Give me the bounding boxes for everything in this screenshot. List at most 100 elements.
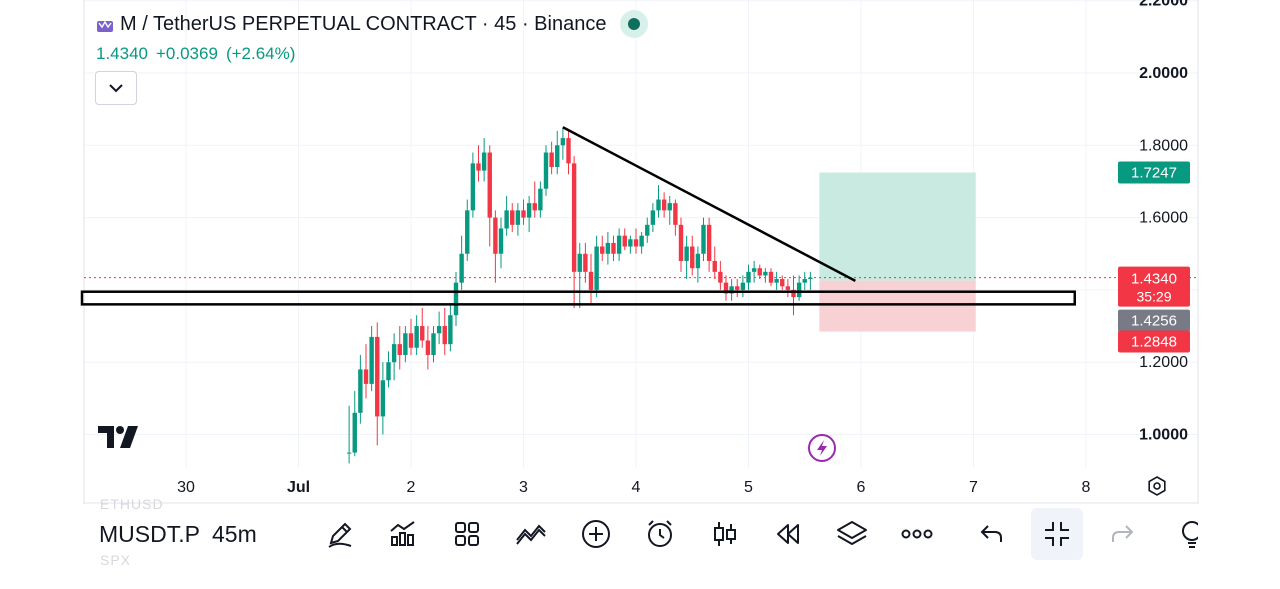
drawing-tools-button[interactable] <box>318 512 362 556</box>
candle-body <box>504 210 509 229</box>
undo-button[interactable] <box>970 512 1014 556</box>
candle-body <box>543 152 549 189</box>
price-axis[interactable]: 2.20002.00001.80001.60001.40001.20001.00… <box>1139 0 1188 444</box>
object-tree-button[interactable] <box>830 512 874 556</box>
grid <box>83 0 1199 504</box>
candle-body <box>628 239 633 247</box>
take-profit-zone[interactable] <box>819 172 976 281</box>
candle-body <box>391 344 397 363</box>
bottom-toolbar: ETHUSD SPX MUSDT.P 45m <box>0 496 1200 568</box>
time-tick-label: Jul <box>287 479 310 496</box>
alert-icon <box>648 520 672 547</box>
chevron-down-icon <box>109 84 123 93</box>
candle-body <box>521 210 526 218</box>
candle-body <box>583 253 588 272</box>
indicators-button[interactable] <box>381 512 425 556</box>
candle-body <box>380 380 386 417</box>
candle-body <box>526 203 532 218</box>
countdown-text: 35:29 <box>1136 289 1171 305</box>
time-tick-label: 7 <box>969 479 978 496</box>
quote-line: 1.4340 +0.0369 (+2.64%) <box>96 44 295 64</box>
candle-body <box>656 199 661 211</box>
compare-button[interactable] <box>509 512 553 556</box>
candle-body <box>673 203 678 225</box>
price-tick-label: 2.0000 <box>1139 65 1188 82</box>
candle-body <box>751 268 757 272</box>
time-tick-label: 8 <box>1082 479 1091 496</box>
time-tick-label: 2 <box>407 479 416 496</box>
redo-button[interactable] <box>1100 512 1144 556</box>
candle-body <box>735 286 740 290</box>
symbol-button[interactable]: MUSDT.P <box>99 521 200 547</box>
candle-body <box>667 203 672 211</box>
tp-price-label: 1.7247 <box>1118 161 1190 184</box>
candle-body <box>633 239 639 247</box>
plus-icon <box>582 520 610 548</box>
price-tick-label: 1.0000 <box>1139 427 1188 444</box>
support-zone[interactable] <box>80 290 1076 306</box>
chart-header: M / TetherUS PERPETUAL CONTRACT · 45 · B… <box>96 10 649 38</box>
candle-body <box>352 412 357 453</box>
candle-body <box>465 210 470 254</box>
candle-body <box>808 277 813 280</box>
candle-body <box>453 282 459 316</box>
price-tick-label: 1.6000 <box>1139 210 1188 227</box>
symbol-title[interactable]: M / TetherUS PERPETUAL CONTRACT · 45 · B… <box>120 12 607 35</box>
candle-body <box>661 199 667 211</box>
indicators-icon <box>390 521 415 546</box>
settings-gear-icon[interactable] <box>1148 476 1166 496</box>
redo-icon <box>1112 525 1134 542</box>
price-tick-label: 1.8000 <box>1139 137 1188 154</box>
candle-body <box>549 152 554 167</box>
candle-body <box>425 340 431 355</box>
candle-body <box>493 217 498 254</box>
interval-button[interactable]: 45m <box>212 521 257 547</box>
candle-body <box>706 224 712 261</box>
last-price: 1.4340 <box>96 44 148 63</box>
candle-body <box>600 246 605 254</box>
candle-body <box>577 253 582 272</box>
more-button[interactable] <box>895 512 939 556</box>
alert-button[interactable] <box>638 512 682 556</box>
candle-body <box>369 336 374 384</box>
candle-body <box>594 246 599 290</box>
chart-type-button[interactable] <box>703 512 747 556</box>
more-icon <box>901 529 933 539</box>
stop-loss-zone[interactable] <box>819 280 976 332</box>
candle-body <box>796 282 802 298</box>
compare-icon <box>516 524 546 545</box>
candle-body <box>785 286 791 290</box>
candle-body <box>690 246 695 269</box>
candle-body <box>757 268 762 276</box>
candle-body <box>476 163 481 171</box>
add-button[interactable] <box>574 512 618 556</box>
time-tick-label: 30 <box>177 479 195 496</box>
candle-body <box>481 152 487 171</box>
candle-body <box>560 138 566 146</box>
candle-body <box>729 286 734 294</box>
candle-body <box>746 271 751 283</box>
candle-body <box>420 326 425 341</box>
trendline[interactable] <box>562 126 856 282</box>
layouts-icon <box>455 522 479 546</box>
sl-price-text: 1.2848 <box>1131 334 1177 351</box>
time-tick-label: 4 <box>632 479 641 496</box>
legend-toggle-button[interactable] <box>95 71 137 105</box>
tradingview-logo <box>98 426 140 453</box>
candle-body <box>532 203 537 211</box>
layouts-button[interactable] <box>445 512 489 556</box>
candle-body <box>605 242 611 254</box>
candle-body <box>650 210 656 225</box>
entry-price-text: 1.4256 <box>1131 313 1177 330</box>
fullscreen-toggle-button[interactable] <box>1031 508 1083 560</box>
time-axis[interactable]: 30 Jul 2 3 4 5 6 7 8 <box>177 479 1090 496</box>
candle-body <box>442 326 447 345</box>
last-price-label: 1.4340 35:29 <box>1118 266 1190 307</box>
replay-button[interactable] <box>766 512 810 556</box>
candle-body <box>774 279 779 283</box>
lightning-icon[interactable] <box>808 434 836 462</box>
time-tick-label: 6 <box>857 479 866 496</box>
time-tick-label: 3 <box>519 479 528 496</box>
ideas-button[interactable] <box>1172 512 1200 556</box>
